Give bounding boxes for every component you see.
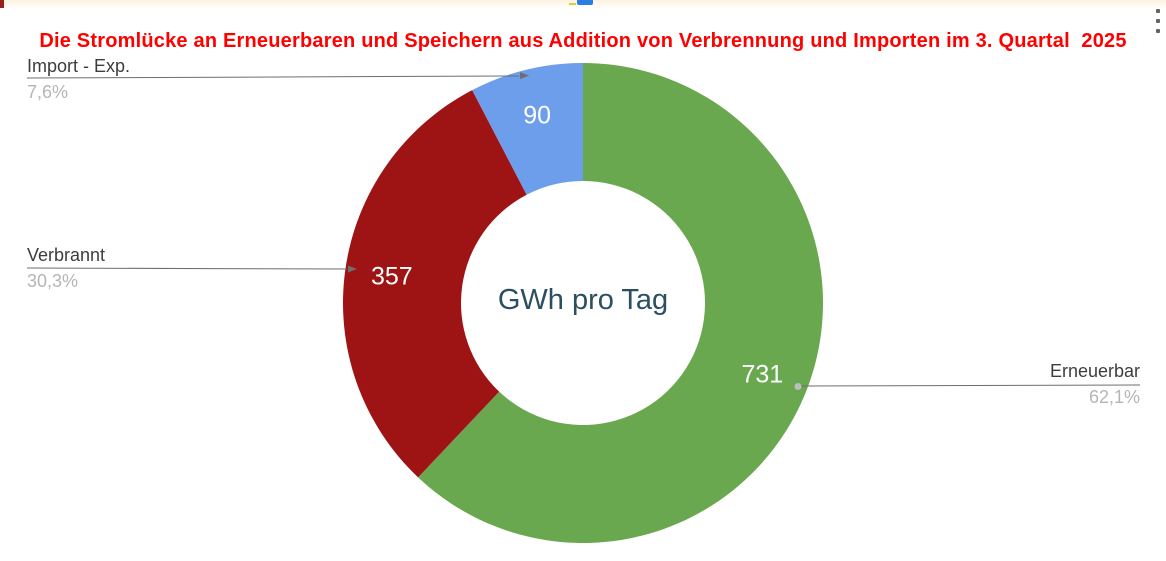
kebab-dot-icon	[1156, 9, 1160, 13]
kebab-dot-icon	[1156, 29, 1160, 33]
slice-percent-erneuerbar: 62,1%	[1088, 386, 1140, 407]
slice-value-label: 357	[371, 262, 413, 290]
cropped-top-strip	[0, 0, 1166, 10]
slice-value-label: 90	[523, 102, 551, 130]
callout-leader-line	[26, 75, 520, 79]
chart-title: Die Stromlücke an Erneuerbaren und Speic…	[39, 30, 1127, 52]
kebab-dot-icon	[1156, 19, 1160, 23]
callout-arrowhead	[519, 72, 529, 80]
slice-percent-verbrannt: 30,3%	[27, 270, 79, 291]
slice-label-verbrannt: Verbrannt	[27, 245, 106, 265]
slice-label-erneuerbar: Erneuerbar	[1049, 361, 1140, 381]
donut-slice-erneuerbar[interactable]	[418, 63, 823, 543]
more-options-button[interactable]	[1150, 8, 1166, 34]
slice-value-label: 731	[741, 360, 783, 388]
donut-slice-import-exp-[interactable]	[472, 63, 583, 195]
callout-leader-line	[26, 267, 348, 270]
cropped-favicon-artifact-blue	[577, 0, 593, 5]
donut-center-label: GWh pro Tag	[497, 284, 669, 316]
slice-percent-import-exp: 7,6%	[27, 81, 69, 102]
callout-verbrannt: Verbrannt 30,3%	[27, 245, 105, 292]
callout-import-exp: Import - Exp. 7,6%	[27, 56, 130, 103]
callout-arrowhead	[348, 265, 357, 273]
callout-erneuerbar: Erneuerbar 62,1%	[940, 361, 1140, 408]
donut-slice-verbrannt[interactable]	[342, 90, 527, 478]
callout-endpoint-dot	[794, 383, 802, 390]
cropped-left-artifact	[0, 0, 4, 8]
callout-leader-line	[800, 384, 1141, 387]
cropped-favicon-artifact-yellow	[569, 3, 576, 5]
slice-label-import-exp: Import - Exp.	[27, 56, 131, 76]
